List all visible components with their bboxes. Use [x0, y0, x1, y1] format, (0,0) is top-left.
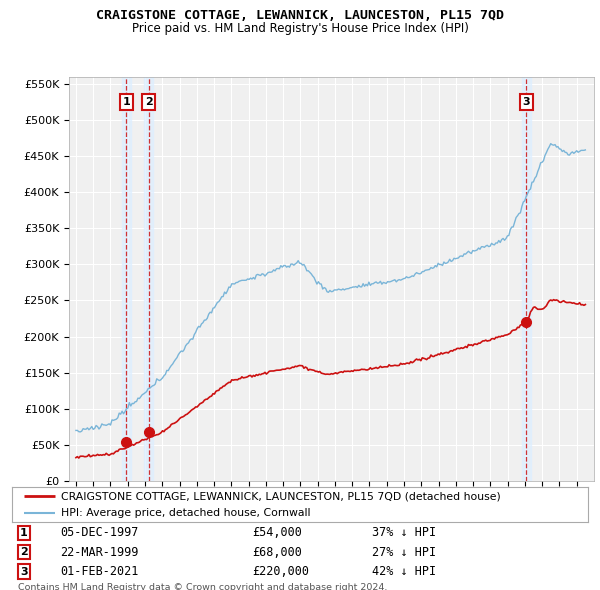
Text: 42% ↓ HPI: 42% ↓ HPI: [372, 565, 436, 578]
Text: 3: 3: [523, 97, 530, 107]
Text: CRAIGSTONE COTTAGE, LEWANNICK, LAUNCESTON, PL15 7QD (detached house): CRAIGSTONE COTTAGE, LEWANNICK, LAUNCESTO…: [61, 491, 501, 502]
Text: £68,000: £68,000: [252, 546, 302, 559]
Bar: [122, 77, 131, 481]
Bar: [145, 77, 153, 481]
Text: 37% ↓ HPI: 37% ↓ HPI: [372, 526, 436, 539]
Text: 05-DEC-1997: 05-DEC-1997: [60, 526, 139, 539]
Text: 1: 1: [122, 97, 130, 107]
Text: CRAIGSTONE COTTAGE, LEWANNICK, LAUNCESTON, PL15 7QD: CRAIGSTONE COTTAGE, LEWANNICK, LAUNCESTO…: [96, 9, 504, 22]
Text: Price paid vs. HM Land Registry's House Price Index (HPI): Price paid vs. HM Land Registry's House …: [131, 22, 469, 35]
Text: 2: 2: [20, 548, 28, 557]
Text: 3: 3: [20, 566, 28, 576]
Text: £220,000: £220,000: [252, 565, 309, 578]
Text: 27% ↓ HPI: 27% ↓ HPI: [372, 546, 436, 559]
Text: HPI: Average price, detached house, Cornwall: HPI: Average price, detached house, Corn…: [61, 507, 310, 517]
Text: 1: 1: [20, 528, 28, 538]
Bar: [522, 77, 530, 481]
Text: 2: 2: [145, 97, 152, 107]
Text: 22-MAR-1999: 22-MAR-1999: [60, 546, 139, 559]
Text: 01-FEB-2021: 01-FEB-2021: [60, 565, 139, 578]
Text: Contains HM Land Registry data © Crown copyright and database right 2024.
This d: Contains HM Land Registry data © Crown c…: [18, 583, 388, 590]
Text: £54,000: £54,000: [252, 526, 302, 539]
